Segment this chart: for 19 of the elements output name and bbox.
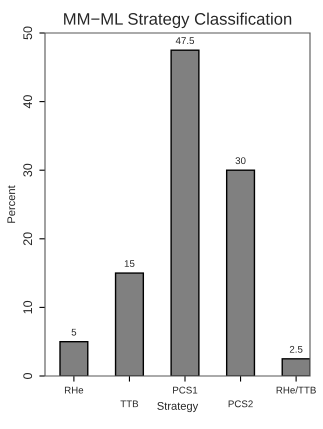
y-tick-label: 40	[23, 95, 32, 108]
x-tick-label: RHe	[64, 386, 84, 394]
chart-title: MM−ML Strategy Classification	[64, 12, 292, 28]
data-label: 2.5	[290, 346, 302, 353]
y-tick-label: 0	[23, 373, 32, 379]
x-tick-label: PCS2	[228, 400, 253, 408]
x-tick-label: RHe/TTB	[276, 386, 316, 394]
x-axis-title: Strategy	[157, 402, 198, 412]
data-label: 47.5	[176, 37, 194, 44]
y-tick-label: 20	[23, 232, 32, 246]
data-label: 15	[124, 260, 134, 268]
y-tick-label: 10	[23, 300, 32, 314]
y-axis-title: Percent	[7, 185, 16, 223]
data-label: 5	[72, 328, 76, 336]
y-tick-label: 50	[23, 26, 32, 40]
x-tick-label: PCS1	[173, 386, 198, 394]
data-label: 30	[236, 157, 246, 164]
x-tick-label: TTB	[120, 400, 138, 408]
y-tick-label: 30	[23, 164, 32, 177]
